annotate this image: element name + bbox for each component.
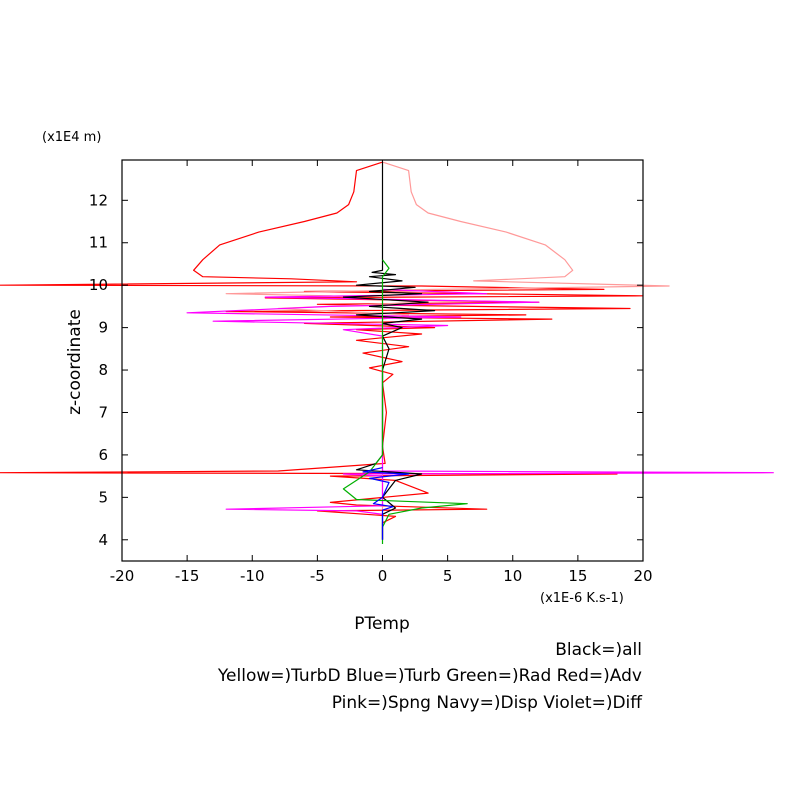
- y-tick-label-3: 7: [98, 403, 108, 421]
- series-line-5: [362, 467, 410, 540]
- x-tick-label-1: -15: [175, 567, 200, 585]
- x-tick-label-5: 5: [443, 567, 453, 585]
- y-axis-title: z-coordinate: [65, 309, 85, 415]
- y-tick-label-6: 10: [89, 276, 108, 294]
- x-tick-label-4: 0: [378, 567, 388, 585]
- series-line-3: [342, 162, 436, 540]
- series-line-1: [225, 161, 670, 540]
- series-line-2: [186, 288, 774, 515]
- series-line-0: [0, 161, 644, 540]
- y-unit-label: (x1E4 m): [42, 130, 101, 145]
- x-tick-label-2: -10: [240, 567, 265, 585]
- plot-lines: [0, 161, 774, 544]
- x-tick-label-3: -5: [310, 567, 325, 585]
- y-ticks: 4 5 6 7 8 9 10 11 12: [89, 191, 643, 549]
- x-tick-label-8: 20: [633, 567, 652, 585]
- y-tick-label-0: 4: [98, 531, 108, 549]
- y-tick-label-1: 5: [98, 488, 108, 506]
- y-tick-label-7: 11: [89, 234, 108, 252]
- y-tick-label-5: 9: [98, 319, 108, 337]
- x-tick-label-7: 15: [568, 567, 587, 585]
- series-line-4: [342, 259, 468, 544]
- y-tick-label-4: 8: [98, 361, 108, 379]
- y-tick-label-2: 6: [98, 446, 108, 464]
- y-tick-label-8: 12: [89, 191, 108, 209]
- legend-line-2: Yellow=)TurbD Blue=)Turb Green=)Rad Red=…: [217, 666, 642, 686]
- x-unit-label: (x1E-6 K.s-1): [540, 591, 624, 606]
- x-tick-label-6: 10: [503, 567, 522, 585]
- x-axis-title: PTemp: [354, 614, 410, 634]
- x-ticks: -20 -15 -10 -5 0 5 10 15 20: [110, 160, 653, 585]
- legend-line-1: Black=)all: [555, 640, 642, 660]
- legend-line-3: Pink=)Spng Navy=)Disp Violet=)Diff: [332, 693, 644, 713]
- x-tick-label-0: -20: [110, 567, 135, 585]
